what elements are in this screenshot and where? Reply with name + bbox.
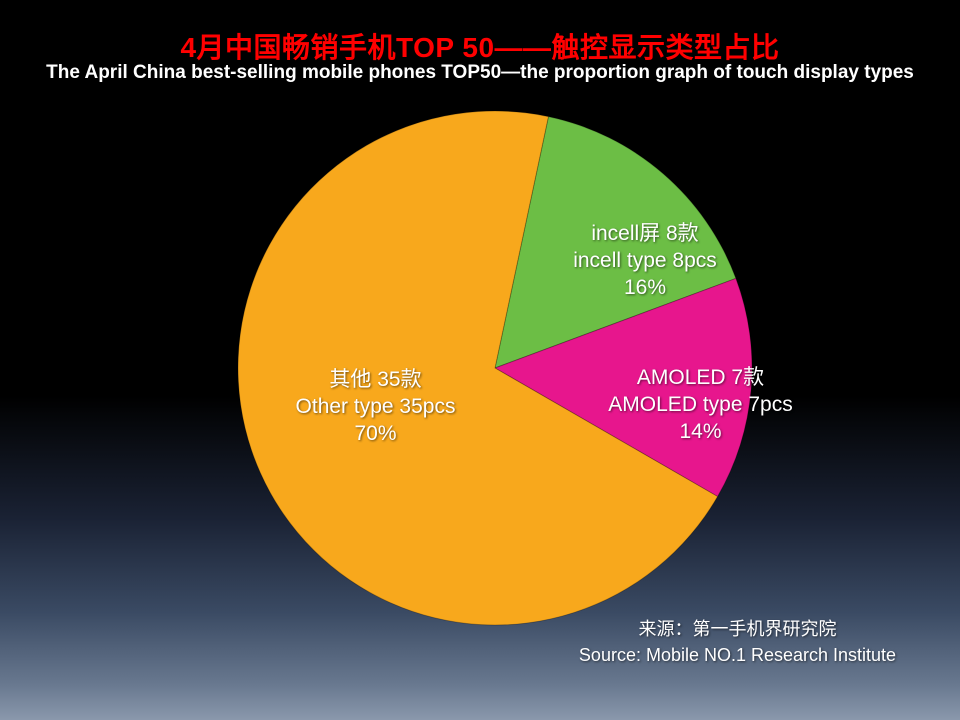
pie-slice-amoled <box>493 277 753 498</box>
pie-label-incell-pct: 16% <box>623 276 667 299</box>
pie-slice-incell <box>494 116 737 369</box>
pie-label-amoled-en: AMOLED type 7pcs <box>608 393 793 416</box>
pie-label-incell-zh: incell屏 8款 <box>591 222 699 245</box>
pie-label-other-zh: 其他 35款 <box>329 368 422 391</box>
source-note-zh: 来源：第一手机界研究院 <box>638 619 837 639</box>
slide-title: 4月中国畅销手机TOP 50——触控显示类型占比 <box>180 32 780 63</box>
pie-label-incell: incell屏 8款 incell type 8pcs 16% <box>525 220 765 301</box>
pie-label-other-en: Other type 35pcs <box>295 395 456 418</box>
pie-label-amoled-zh: AMOLED 7款 <box>636 366 765 389</box>
source-note: 来源：第一手机界研究院 Source: Mobile NO.1 Research… <box>545 616 930 668</box>
pie-label-amoled-pct: 14% <box>679 420 722 443</box>
pie-label-incell-en: incell type 8pcs <box>573 249 717 272</box>
pie-label-amoled: AMOLED 7款 AMOLED type 7pcs 14% <box>558 364 843 445</box>
pie-label-other: 其他 35款 Other type 35pcs 70% <box>238 366 513 447</box>
slide-subtitle: The April China best-selling mobile phon… <box>46 62 914 83</box>
pie-slice-other <box>237 110 719 626</box>
pie-label-other-pct: 70% <box>354 422 397 445</box>
source-note-en: Source: Mobile NO.1 Research Institute <box>578 645 897 665</box>
